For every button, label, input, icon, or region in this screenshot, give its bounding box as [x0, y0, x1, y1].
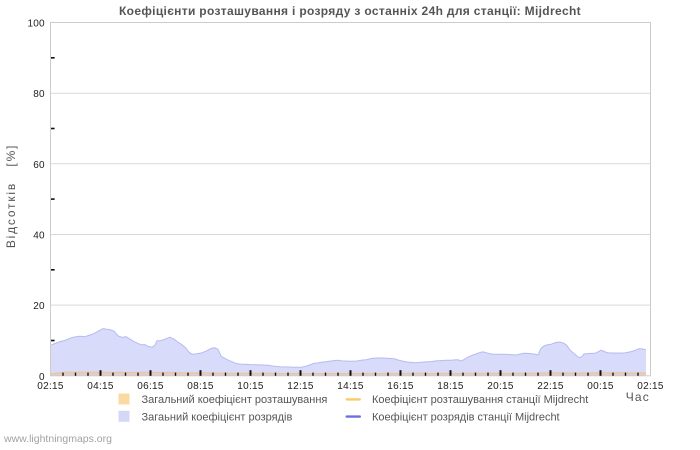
svg-text:14:15: 14:15 [337, 381, 364, 392]
svg-text:06:15: 06:15 [137, 381, 164, 392]
svg-text:20: 20 [33, 301, 45, 312]
svg-text:02:15: 02:15 [637, 381, 664, 392]
svg-text:80: 80 [33, 89, 45, 100]
svg-text:Відсотків [%]: Відсотків [%] [4, 144, 18, 248]
svg-text:08:15: 08:15 [187, 381, 214, 392]
svg-text:0: 0 [39, 372, 45, 383]
svg-text:Коефіцієнт розташування станці: Коефіцієнт розташування станції Mijdrech… [372, 394, 588, 406]
svg-text:Коефіцієнти розташування і роз: Коефіцієнти розташування і розряду з ост… [119, 4, 581, 18]
svg-text:Загальний коефіцієнт розташува: Загальний коефіцієнт розташування [142, 394, 328, 406]
svg-text:20:15: 20:15 [487, 381, 514, 392]
svg-text:12:15: 12:15 [287, 381, 314, 392]
svg-text:18:15: 18:15 [437, 381, 464, 392]
svg-text:Загаьний коефіцієнт розрядів: Загаьний коефіцієнт розрядів [142, 412, 293, 424]
svg-text:00:15: 00:15 [587, 381, 614, 392]
svg-text:40: 40 [33, 231, 45, 242]
svg-text:22:15: 22:15 [537, 381, 564, 392]
svg-text:Коефіцієнт розрядів станції Mi: Коефіцієнт розрядів станції Mijdrecht [372, 412, 560, 424]
svg-text:60: 60 [33, 160, 45, 171]
svg-text:10:15: 10:15 [237, 381, 264, 392]
svg-text:02:15: 02:15 [37, 381, 64, 392]
svg-text:www.lightningmaps.org: www.lightningmaps.org [3, 433, 112, 445]
svg-text:Час: Час [626, 390, 650, 404]
svg-text:04:15: 04:15 [87, 381, 114, 392]
svg-text:100: 100 [28, 19, 46, 30]
svg-text:16:15: 16:15 [387, 381, 414, 392]
